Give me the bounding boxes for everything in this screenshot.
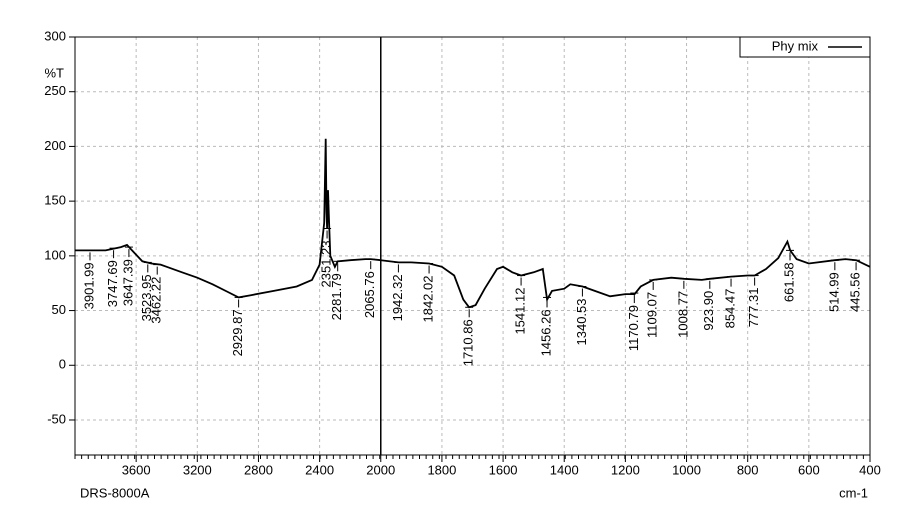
x-tick-label: 400	[859, 462, 881, 477]
peak-label: 2351.23	[319, 240, 334, 287]
peak-label: 3523.95	[139, 274, 154, 321]
x-tick-label: 1600	[489, 462, 518, 477]
x-tick-label: 2800	[244, 462, 273, 477]
peak-label: 514.99	[826, 272, 841, 312]
peak-label: 3647.39	[120, 259, 135, 306]
peak-label: 1710.86	[461, 319, 476, 366]
y-tick-label: 250	[44, 83, 66, 98]
x-axis-label: cm-1	[839, 485, 868, 500]
peak-label: 777.31	[746, 288, 761, 328]
peak-label: 3901.99	[81, 262, 96, 309]
y-tick-label: 200	[44, 138, 66, 153]
legend-box	[739, 36, 871, 58]
peak-label: 2929.87	[230, 309, 245, 356]
plot-frame	[74, 36, 871, 456]
peak-label: 1942.32	[390, 274, 405, 321]
peak-label: 1170.79	[626, 305, 641, 351]
peak-label: 661.58	[781, 262, 796, 302]
y-tick-label: 150	[44, 193, 66, 208]
peak-label: 854.47	[722, 289, 737, 329]
y-tick-label: 300	[44, 28, 66, 43]
x-tick-label: 2000	[366, 462, 395, 477]
instrument-label: DRS-8000A	[80, 485, 150, 500]
spectrum-line	[75, 138, 871, 309]
peak-label: 1842.02	[421, 276, 436, 323]
peak-label: 2065.76	[362, 271, 377, 318]
peak-label: 1456.26	[538, 309, 553, 356]
peak-label: 2281.79	[329, 273, 344, 320]
x-tick-label: 1000	[672, 462, 701, 477]
y-tick-label: 100	[44, 247, 66, 262]
x-tick-label: 1200	[611, 462, 640, 477]
x-tick-label: 3600	[122, 462, 151, 477]
peak-label: 1340.53	[574, 298, 589, 345]
x-tick-label: 1400	[550, 462, 579, 477]
x-tick-label: 3200	[183, 462, 212, 477]
peak-label: 1541.12	[513, 288, 528, 335]
y-tick-label: 50	[52, 302, 66, 317]
peak-label: 1109.07	[645, 292, 660, 338]
peak-label: 3747.69	[105, 260, 120, 307]
y-tick-label: 0	[59, 357, 66, 372]
x-tick-label: 800	[737, 462, 759, 477]
x-tick-label: 600	[798, 462, 820, 477]
y-tick-label: -50	[47, 411, 66, 426]
x-tick-label: 1800	[427, 462, 456, 477]
peak-label: 923.90	[701, 291, 716, 331]
legend-label: Phy mix	[772, 38, 819, 53]
peak-label: 3462.22	[149, 277, 164, 324]
peak-label: 1008.77	[675, 291, 690, 338]
y-axis-label: %T	[45, 65, 65, 80]
peak-label: 445.56	[848, 272, 863, 312]
x-tick-label: 2400	[305, 462, 334, 477]
